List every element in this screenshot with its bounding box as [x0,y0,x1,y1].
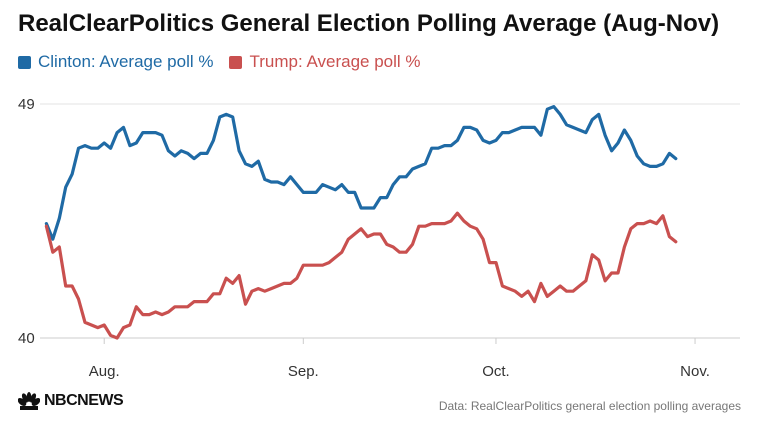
y-tick-label-40: 40 [18,330,35,347]
legend-item-trump: Trump: Average poll % [229,52,421,72]
legend-item-clinton: Clinton: Average poll % [18,52,213,72]
legend-label-clinton: Clinton: Average poll % [38,52,214,71]
peacock-icon [18,392,40,410]
nbc-news-logo: NBCNEWS [18,392,124,410]
x-tick-label-sep: Sep. [288,363,319,380]
x-tick-label-nov: Nov. [680,363,710,380]
x-tick-label-oct: Oct. [482,363,510,380]
legend-label-trump: Trump: Average poll % [249,52,421,71]
data-source-note: Data: RealClearPolitics general election… [438,399,741,413]
y-tick-label-49: 49 [18,96,35,113]
legend-swatch-clinton [18,55,31,69]
x-tick-label-aug: Aug. [89,363,120,380]
clinton-series-line [44,105,678,241]
logo-text: NBCNEWS [44,392,124,409]
chart-title: RealClearPolitics General Election Polli… [18,10,720,37]
trump-series-line [44,211,678,340]
legend-swatch-trump [229,55,243,69]
chart-legend: Clinton: Average poll % Trump: Average p… [18,52,437,72]
